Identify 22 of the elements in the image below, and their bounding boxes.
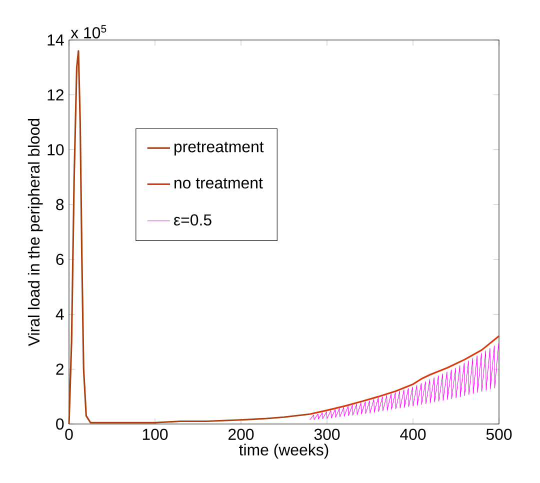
y-tick-label: 2	[56, 364, 64, 375]
line-series	[310, 343, 499, 420]
text: x 10$^{5}$	[70, 25, 106, 38]
legend-label: pretreatment	[174, 142, 264, 156]
x-axis-title: time (weeks)	[239, 444, 328, 459]
y-tick-label: 10	[48, 144, 64, 156]
y-tick-label: 0	[56, 418, 64, 430]
y-tick-label: 6	[56, 254, 64, 266]
x-tick-label: 400	[400, 428, 426, 440]
x-tick-label: 100	[142, 428, 168, 440]
x-tick-label: 200	[228, 428, 254, 440]
y-tick-label: 8	[56, 198, 64, 210]
x-tick-label: 300	[314, 428, 340, 440]
x-tick-label: 500	[486, 428, 512, 440]
y-tick-label: 12	[48, 89, 64, 100]
x-tick-label: 0	[65, 428, 73, 440]
line-series	[309, 335, 500, 415]
y-tick-label: 14	[48, 34, 64, 46]
y-tick-label: 4	[56, 308, 64, 320]
y-axis-title: Viral load in the peripheral blood	[28, 118, 43, 346]
legend-label: no treatment	[174, 178, 263, 189]
legend-label: ε=0.5	[174, 214, 212, 226]
